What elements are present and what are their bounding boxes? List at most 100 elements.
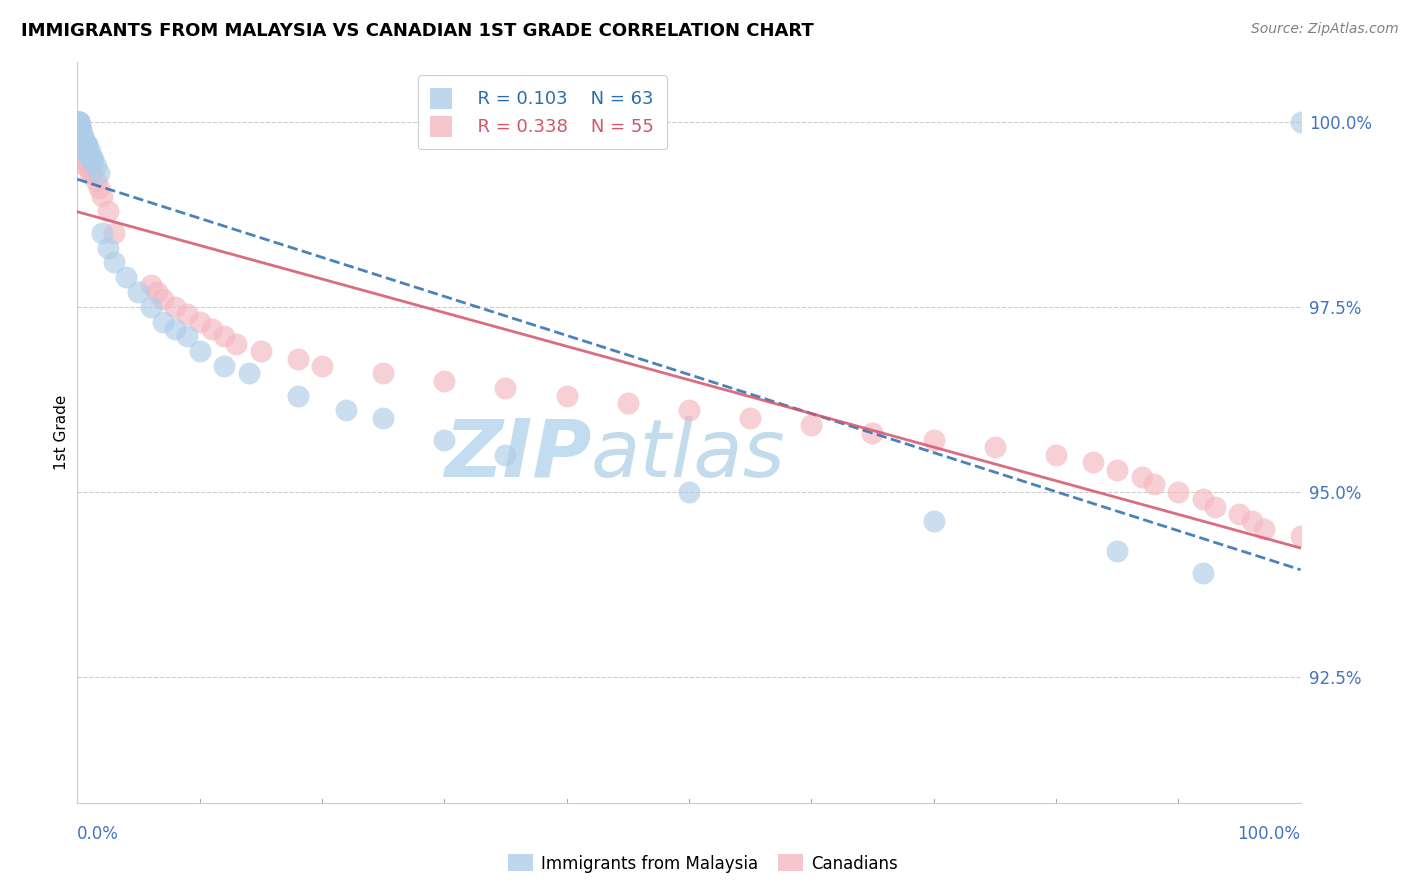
Point bbox=[1191, 492, 1213, 507]
Point bbox=[311, 359, 333, 373]
Point bbox=[70, 129, 93, 144]
Point bbox=[79, 152, 101, 166]
Point bbox=[984, 441, 1007, 455]
Point bbox=[862, 425, 884, 440]
Text: 100.0%: 100.0% bbox=[1237, 825, 1301, 843]
Point bbox=[97, 241, 120, 255]
Point bbox=[84, 174, 107, 188]
Point bbox=[1253, 522, 1275, 536]
Text: ZIP: ZIP bbox=[444, 416, 591, 494]
Point bbox=[73, 136, 96, 151]
Point bbox=[188, 344, 211, 359]
Point bbox=[82, 152, 104, 166]
Point bbox=[84, 159, 107, 173]
Text: Source: ZipAtlas.com: Source: ZipAtlas.com bbox=[1251, 22, 1399, 37]
Point bbox=[89, 181, 111, 195]
Point bbox=[72, 152, 94, 166]
Point bbox=[80, 152, 103, 166]
Point bbox=[72, 129, 94, 144]
Point bbox=[922, 433, 945, 447]
Point bbox=[371, 367, 394, 381]
Point bbox=[1167, 484, 1189, 499]
Point bbox=[1130, 470, 1153, 484]
Point bbox=[67, 114, 90, 128]
Point bbox=[89, 167, 111, 181]
Point bbox=[67, 114, 90, 128]
Point bbox=[97, 203, 120, 218]
Point bbox=[80, 152, 103, 166]
Point bbox=[69, 122, 91, 136]
Point bbox=[67, 114, 90, 128]
Point bbox=[70, 136, 93, 151]
Point bbox=[225, 336, 247, 351]
Point bbox=[238, 367, 260, 381]
Point bbox=[335, 403, 357, 417]
Point bbox=[69, 122, 91, 136]
Point bbox=[90, 226, 112, 240]
Point bbox=[103, 226, 125, 240]
Point bbox=[69, 129, 91, 144]
Point bbox=[152, 293, 174, 307]
Legend:   R = 0.103    N = 63,   R = 0.338    N = 55: R = 0.103 N = 63, R = 0.338 N = 55 bbox=[418, 75, 666, 149]
Point bbox=[1191, 566, 1213, 581]
Point bbox=[75, 136, 97, 151]
Point bbox=[67, 122, 90, 136]
Point bbox=[1240, 515, 1263, 529]
Point bbox=[678, 403, 700, 417]
Point bbox=[69, 122, 91, 136]
Point bbox=[69, 136, 91, 151]
Point bbox=[115, 270, 138, 285]
Point bbox=[250, 344, 273, 359]
Point bbox=[90, 188, 112, 202]
Point bbox=[79, 145, 101, 159]
Point bbox=[67, 122, 90, 136]
Point bbox=[555, 389, 578, 403]
Point bbox=[176, 307, 198, 321]
Point bbox=[66, 114, 89, 128]
Point bbox=[103, 255, 125, 269]
Point bbox=[69, 122, 91, 136]
Point bbox=[128, 285, 150, 299]
Point bbox=[76, 136, 98, 151]
Point bbox=[70, 145, 93, 159]
Legend: Immigrants from Malaysia, Canadians: Immigrants from Malaysia, Canadians bbox=[501, 847, 905, 880]
Point bbox=[139, 300, 162, 314]
Point bbox=[75, 136, 97, 151]
Text: atlas: atlas bbox=[591, 416, 786, 494]
Text: IMMIGRANTS FROM MALAYSIA VS CANADIAN 1ST GRADE CORRELATION CHART: IMMIGRANTS FROM MALAYSIA VS CANADIAN 1ST… bbox=[21, 22, 814, 40]
Point bbox=[1204, 500, 1226, 514]
Point bbox=[176, 329, 198, 343]
Point bbox=[1107, 544, 1129, 558]
Point bbox=[67, 122, 90, 136]
Point bbox=[70, 129, 93, 144]
Point bbox=[75, 159, 97, 173]
Point bbox=[146, 285, 169, 299]
Point bbox=[1289, 114, 1312, 128]
Point bbox=[287, 351, 309, 366]
Point bbox=[73, 136, 96, 151]
Point bbox=[1289, 529, 1312, 543]
Point bbox=[67, 114, 90, 128]
Point bbox=[678, 484, 700, 499]
Point bbox=[75, 145, 97, 159]
Point bbox=[67, 129, 90, 144]
Point bbox=[70, 136, 93, 151]
Point bbox=[1107, 463, 1129, 477]
Point bbox=[1143, 477, 1166, 491]
Point bbox=[72, 136, 94, 151]
Point bbox=[1229, 507, 1251, 521]
Text: 0.0%: 0.0% bbox=[77, 825, 120, 843]
Point bbox=[76, 159, 98, 173]
Point bbox=[212, 329, 235, 343]
Point bbox=[617, 396, 640, 410]
Point bbox=[212, 359, 235, 373]
Point bbox=[70, 129, 93, 144]
Point bbox=[740, 410, 762, 425]
Point bbox=[69, 122, 91, 136]
Point bbox=[201, 322, 224, 336]
Point bbox=[70, 152, 93, 166]
Point bbox=[433, 374, 456, 388]
Point bbox=[73, 152, 96, 166]
Point bbox=[139, 277, 162, 292]
Point bbox=[371, 410, 394, 425]
